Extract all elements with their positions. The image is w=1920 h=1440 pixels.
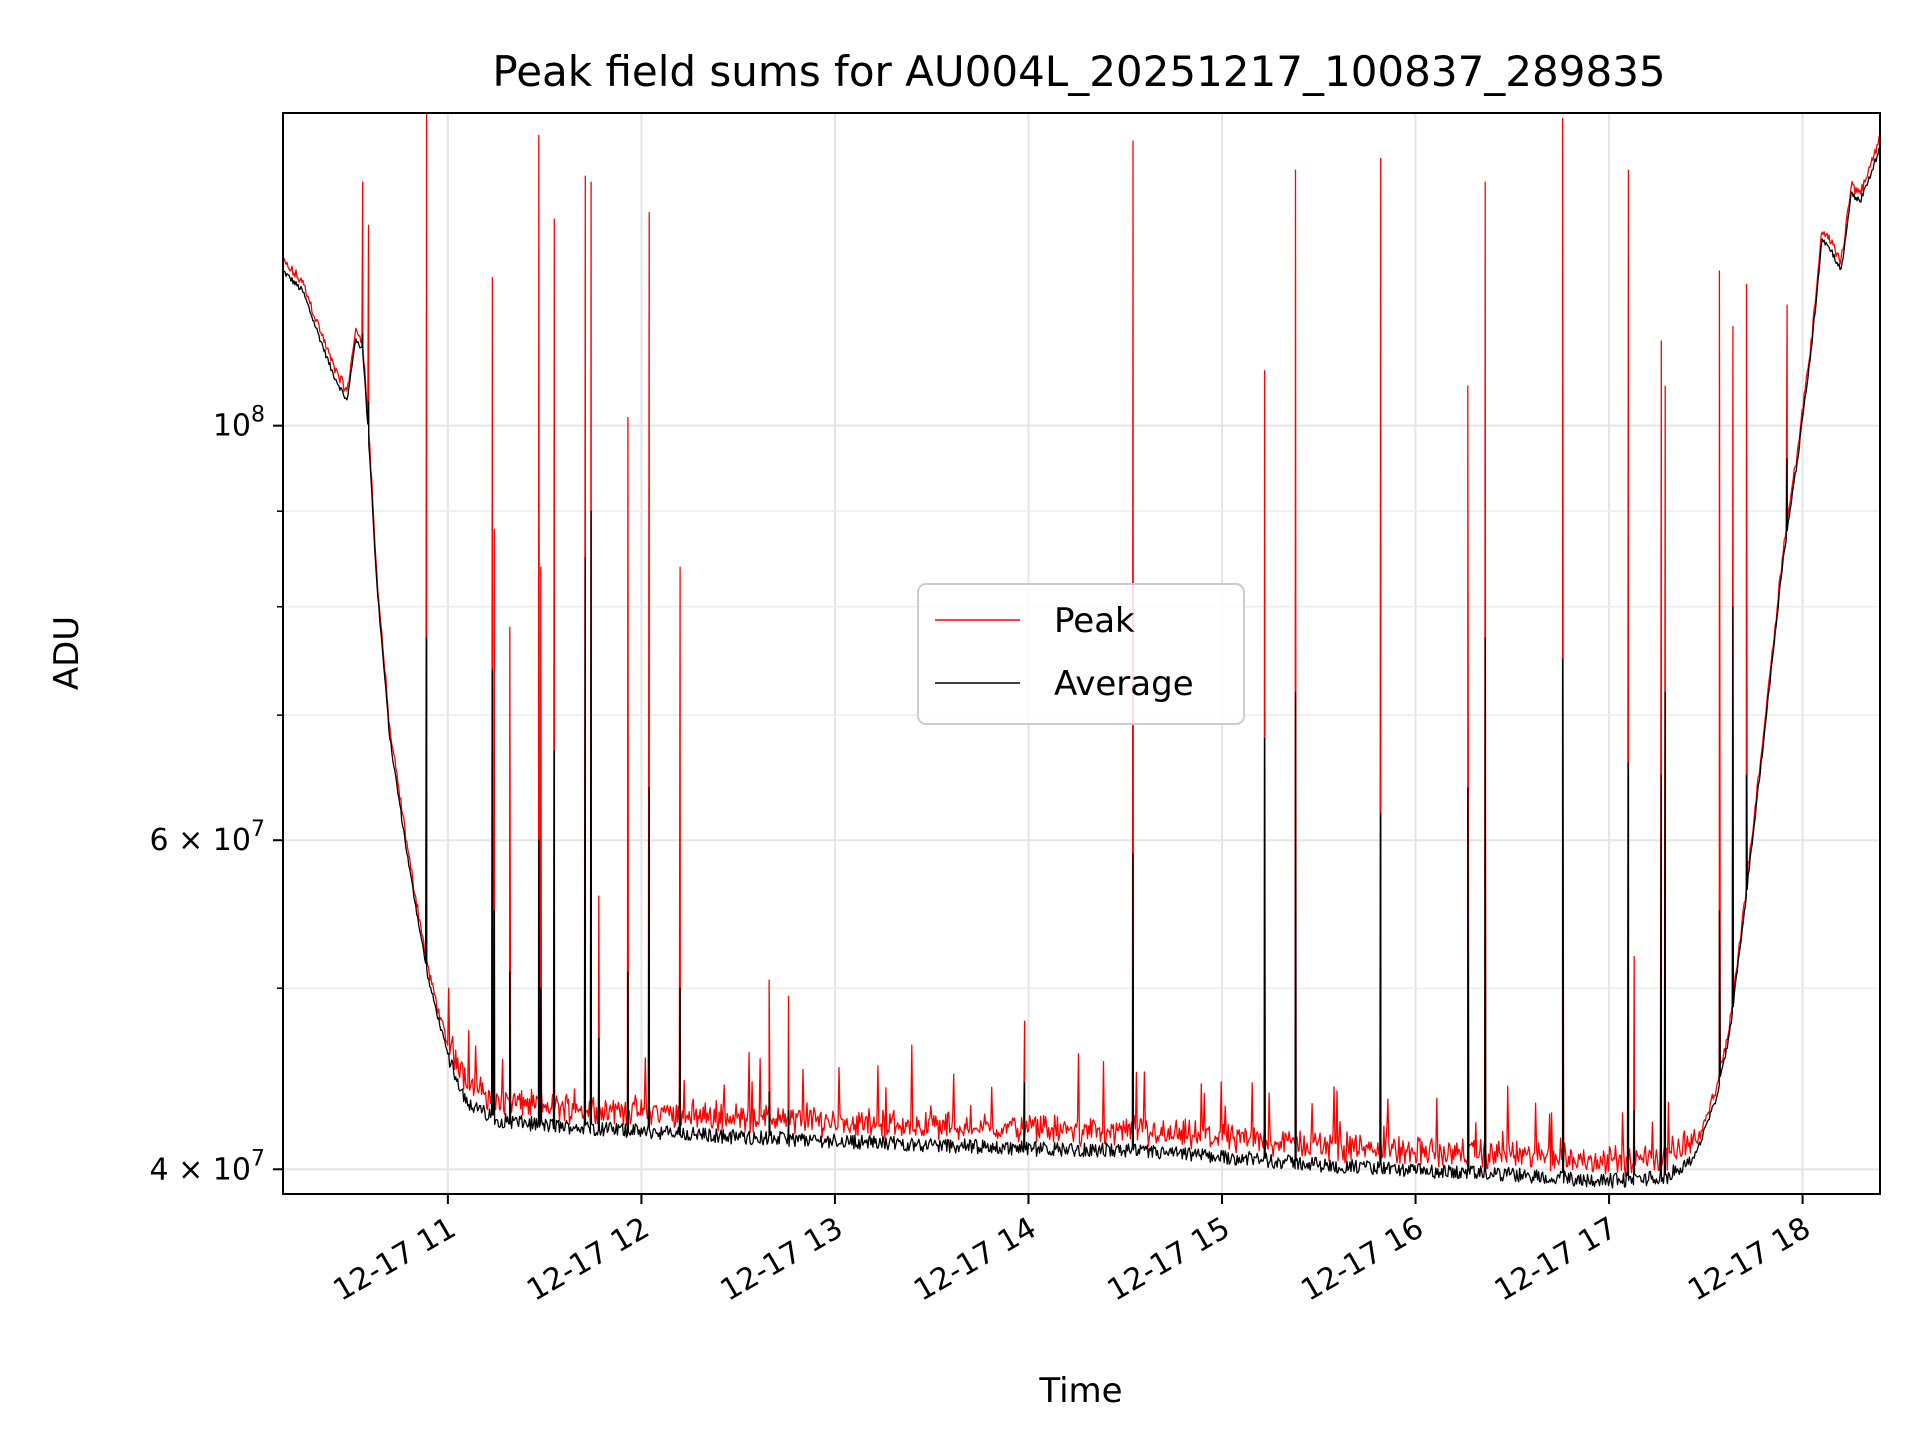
y-axis-label: ADU — [47, 616, 87, 690]
chart-title: Peak field sums for AU004L_20251217_1008… — [492, 47, 1665, 96]
plot-frame — [282, 112, 1881, 1195]
y-tick-label: 108 — [213, 403, 265, 444]
peak-series-line — [282, 113, 1881, 1177]
legend-peak-label: Peak — [1054, 601, 1135, 641]
legend-average-label: Average — [1054, 664, 1194, 704]
x-axis-label: Time — [1038, 1371, 1122, 1411]
y-tick-label: 4 × 107 — [150, 1146, 265, 1187]
legend: Peak Average — [917, 583, 1245, 725]
series-layer — [282, 113, 1881, 1189]
legend-box — [917, 583, 1245, 725]
average-series-line — [282, 146, 1881, 1189]
y-tick-label: 6 × 107 — [150, 817, 265, 858]
